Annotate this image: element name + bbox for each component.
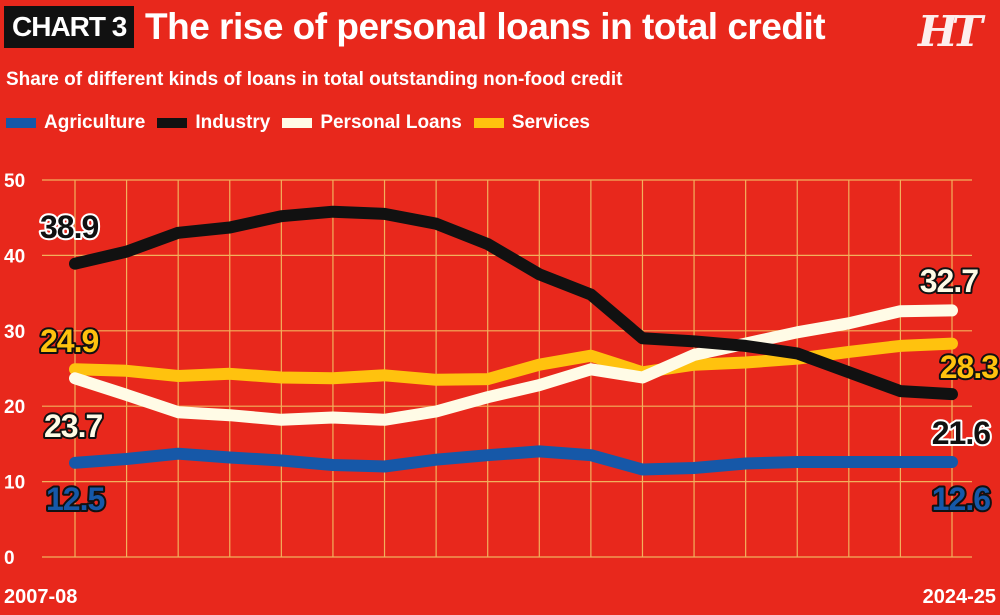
- series-line-personal-loans: [69, 304, 958, 426]
- y-tick-label: 50: [4, 171, 25, 192]
- chart-number-badge: CHART 3: [4, 6, 135, 48]
- chart-title: The rise of personal loans in total cred…: [145, 6, 826, 47]
- y-tick-label: 10: [4, 473, 25, 494]
- y-tick-label: 30: [4, 322, 25, 343]
- legend-swatch-services: [473, 118, 504, 128]
- data-label-personal-loans-end: 32.7: [920, 263, 978, 299]
- series-line-industry: [69, 205, 958, 401]
- legend-label-industry: Industry: [195, 112, 271, 133]
- legend-swatch-personal-loans: [282, 118, 313, 128]
- y-tick-label: 40: [4, 246, 25, 267]
- ht-logo: HT: [918, 7, 983, 56]
- chart-legend: Agriculture Industry Personal Loans Serv…: [6, 110, 602, 136]
- data-label-agriculture-start: 12.5: [46, 481, 104, 517]
- data-label-personal-loans-start: 23.7: [44, 408, 102, 444]
- data-label-services-end: 28.3: [940, 349, 998, 385]
- legend-item-personal-loans: Personal Loans: [282, 110, 462, 136]
- legend-swatch-agriculture: [6, 118, 36, 128]
- x-tick-label: 2007-08: [4, 586, 77, 608]
- y-tick-label: 0: [4, 548, 15, 569]
- data-label-industry-end: 21.6: [932, 415, 990, 451]
- data-label-agriculture-end: 12.6: [932, 481, 990, 517]
- legend-item-services: Services: [473, 110, 590, 136]
- series-line-agriculture: [69, 445, 958, 476]
- legend-label-personal-loans: Personal Loans: [320, 112, 462, 133]
- chart-subtitle: Share of different kinds of loans in tot…: [6, 69, 623, 90]
- legend-label-agriculture: Agriculture: [44, 112, 146, 133]
- legend-item-industry: Industry: [157, 110, 270, 136]
- legend-item-agriculture: Agriculture: [6, 110, 145, 136]
- data-label-services-start: 24.9: [40, 323, 98, 359]
- legend-swatch-industry: [157, 118, 188, 128]
- x-tick-label: 2024-25: [923, 586, 996, 608]
- data-label-industry-start: 38.9: [40, 209, 98, 245]
- y-tick-label: 20: [4, 397, 25, 418]
- legend-label-services: Services: [511, 112, 590, 133]
